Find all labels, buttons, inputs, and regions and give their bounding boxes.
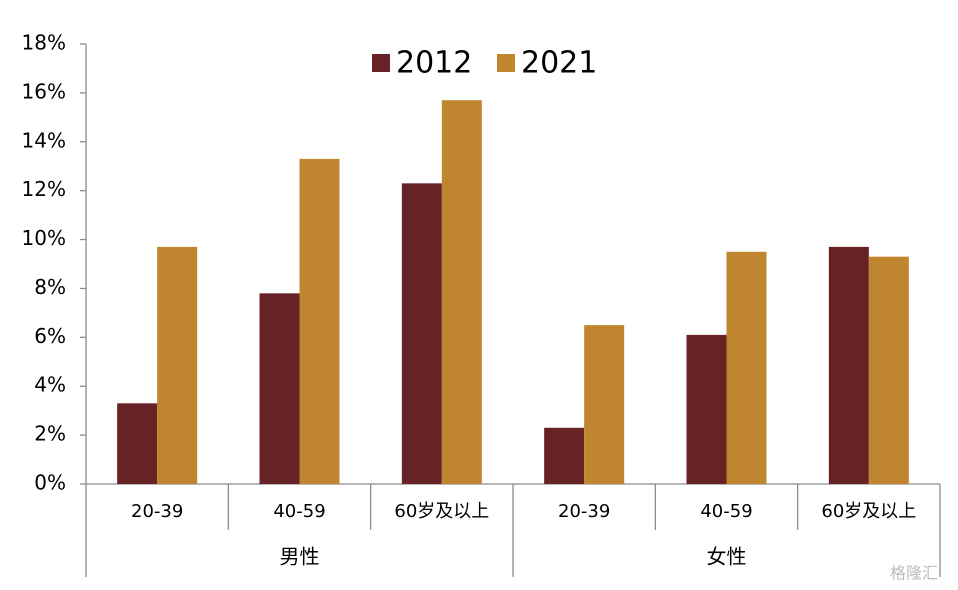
y-tick-label: 18% — [22, 31, 66, 55]
x-tick-label: 60岁及以上 — [821, 501, 916, 522]
y-tick-label: 6% — [34, 324, 66, 348]
legend-swatch — [372, 54, 390, 72]
bar — [544, 427, 585, 484]
y-tick-label: 8% — [34, 275, 66, 299]
y-tick-label: 10% — [22, 226, 66, 250]
bar — [401, 183, 442, 485]
y-tick-label: 16% — [22, 79, 66, 103]
y-tick-label: 0% — [34, 471, 66, 495]
group-label: 女性 — [707, 545, 747, 569]
bar — [686, 334, 727, 484]
bar — [441, 100, 482, 484]
legend-swatch — [497, 54, 515, 72]
bar — [726, 251, 767, 484]
bar — [157, 246, 198, 484]
group-label: 男性 — [280, 545, 320, 569]
bar — [868, 256, 909, 484]
bar — [259, 293, 300, 484]
x-tick-label: 40-59 — [273, 501, 325, 522]
legend-label: 2021 — [521, 46, 597, 81]
y-tick-label: 14% — [22, 128, 66, 152]
legend-label: 2012 — [396, 46, 472, 81]
watermark: 格隆汇 — [890, 564, 938, 583]
y-tick-label: 2% — [34, 422, 66, 446]
x-tick-label: 40-59 — [700, 501, 752, 522]
x-tick-label: 20-39 — [558, 501, 610, 522]
bar — [299, 158, 340, 484]
y-tick-label: 4% — [34, 373, 66, 397]
bar — [584, 325, 625, 484]
x-tick-label: 60岁及以上 — [394, 501, 489, 522]
bar — [117, 403, 158, 484]
y-tick-label: 12% — [22, 177, 66, 201]
x-tick-label: 20-39 — [131, 501, 183, 522]
bar — [828, 246, 869, 484]
